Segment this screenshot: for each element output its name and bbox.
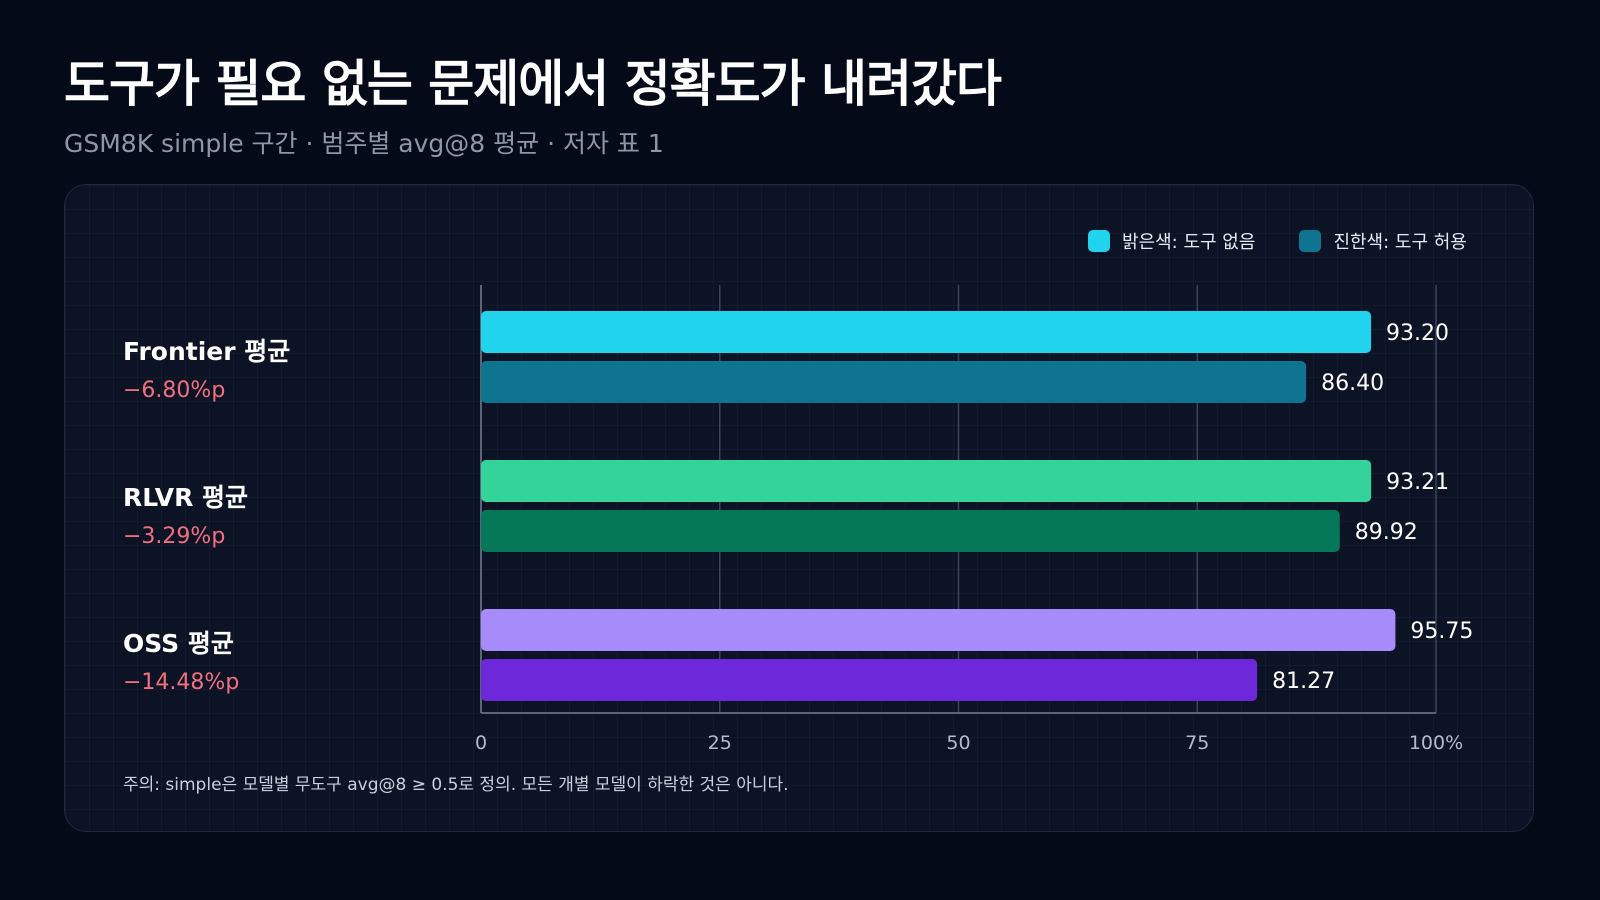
legend-label-no-tool: 밝은색: 도구 없음	[1122, 232, 1256, 253]
bar-tool-1	[481, 510, 1340, 552]
group-delta-oss: −14.48%p	[123, 670, 240, 695]
group-label-oss: OSS 평균	[123, 629, 234, 658]
group-label-rlvr: RLVR 평균	[123, 483, 249, 512]
bar-tool-2	[481, 659, 1258, 701]
footnote: 주의: simple은 모델별 무도구 avg@8 ≥ 0.5로 정의. 모든 …	[123, 775, 789, 795]
bar-value-label: 93.21	[1386, 470, 1449, 495]
legend-swatch-tool	[1299, 230, 1322, 252]
bar-no-tool-1	[481, 460, 1372, 502]
legend-label-tool: 진한색: 도구 허용	[1333, 232, 1467, 253]
legend: 밝은색: 도구 없음 진한색: 도구 허용	[1088, 228, 1467, 254]
x-tick-label: 25	[708, 732, 732, 754]
legend-item-tool: 진한색: 도구 허용	[1299, 228, 1467, 254]
bar-no-tool-0	[481, 311, 1372, 353]
chart-subtitle: GSM8K simple 구간 · 범주별 avg@8 평균 · 저자 표 1	[64, 129, 664, 158]
x-tick-label: 100%	[1409, 732, 1463, 754]
x-tick-label: 0	[475, 732, 487, 754]
bar-tool-0	[481, 361, 1307, 403]
x-tick-label: 75	[1185, 732, 1209, 754]
legend-item-no-tool: 밝은색: 도구 없음	[1088, 228, 1255, 254]
bar-no-tool-2	[481, 609, 1396, 651]
bar-value-label: 93.20	[1386, 321, 1449, 346]
group-label-frontier: Frontier 평균	[123, 337, 291, 366]
bar-value-label: 86.40	[1321, 371, 1384, 396]
x-tick-label: 50	[946, 732, 970, 754]
chart-title: 도구가 필요 없는 문제에서 정확도가 내려갔다	[64, 55, 1002, 113]
legend-swatch-no-tool	[1088, 230, 1110, 252]
bar-value-label: 89.92	[1355, 520, 1418, 545]
bar-value-label: 81.27	[1272, 669, 1335, 694]
group-delta-frontier: −6.80%p	[123, 378, 226, 403]
bar-value-label: 95.75	[1410, 619, 1473, 644]
group-delta-rlvr: −3.29%p	[123, 524, 226, 549]
chart-card	[64, 184, 1534, 832]
